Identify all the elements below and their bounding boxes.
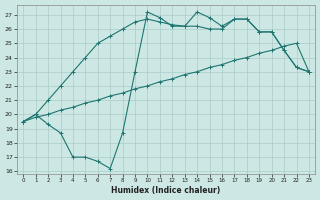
X-axis label: Humidex (Indice chaleur): Humidex (Indice chaleur) xyxy=(111,186,221,195)
